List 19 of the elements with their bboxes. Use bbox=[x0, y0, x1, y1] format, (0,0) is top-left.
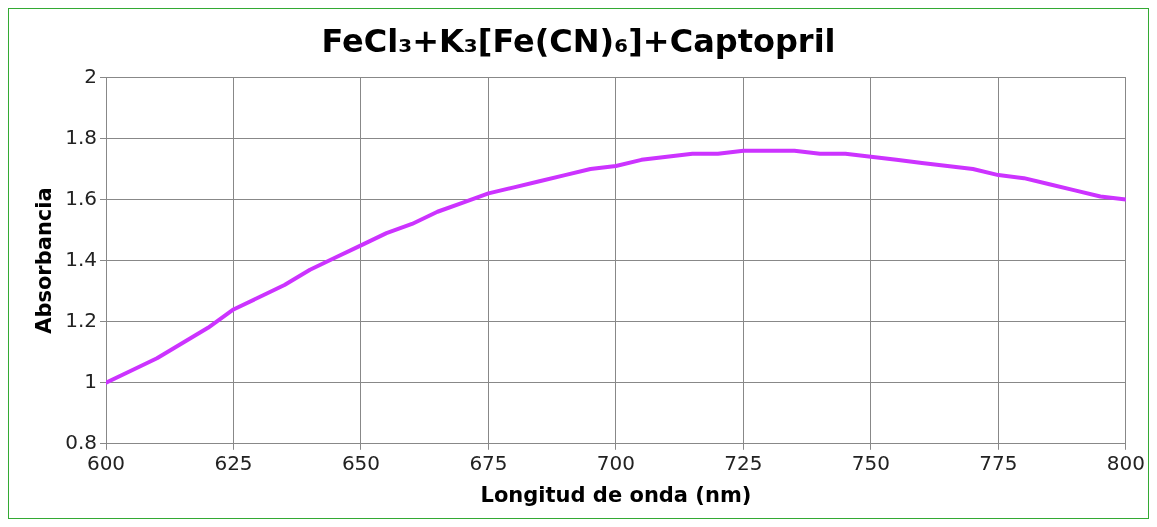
y-tick-label: 0.8 bbox=[65, 430, 98, 454]
y-axis-title: Absorbancia bbox=[32, 187, 57, 334]
chart-title: FeCl₃+K₃[Fe(CN)₆]+Captopril bbox=[321, 21, 836, 60]
x-tick-label: 750 bbox=[851, 451, 891, 475]
y-tick-label: 1.6 bbox=[65, 185, 98, 210]
y-tick-label: 1.8 bbox=[65, 124, 98, 149]
x-tick-label: 675 bbox=[469, 451, 508, 475]
y-tick-label: 1 bbox=[84, 368, 98, 393]
y-tick-label: 1.4 bbox=[65, 246, 98, 271]
x-axis-title: Longitud de onda (nm) bbox=[480, 482, 752, 507]
y-tick-label: 1.2 bbox=[65, 307, 98, 332]
x-tick-label: 775 bbox=[979, 451, 1018, 475]
x-tick-label: 725 bbox=[724, 451, 763, 475]
x-tick-label: 700 bbox=[596, 451, 636, 475]
x-tick-label: 800 bbox=[1106, 451, 1146, 475]
x-tick-label: 650 bbox=[341, 451, 381, 475]
x-tick-label: 600 bbox=[86, 451, 126, 475]
x-tick-label: 625 bbox=[214, 451, 253, 475]
y-tick-label: 2 bbox=[84, 63, 98, 88]
